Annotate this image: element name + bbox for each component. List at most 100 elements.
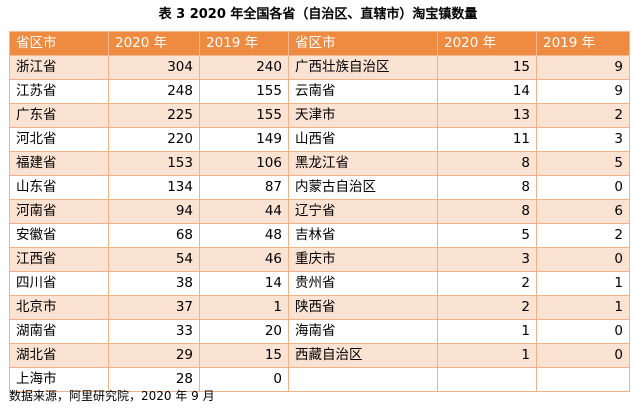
table-row: 湖南省 33 20 海南省 1 0 [9,319,630,344]
value-2020-cell: 1 [437,319,537,344]
province-cell [288,367,438,392]
province-cell: 重庆市 [288,247,438,272]
value-2020-cell: 153 [108,151,200,176]
value-2020-cell: 2 [437,295,537,320]
value-2020-cell: 14 [437,79,537,104]
value-2019-cell: 2 [536,103,630,128]
province-cell: 吉林省 [288,223,438,248]
value-2019-cell: 87 [199,175,289,200]
value-2019-cell: 155 [199,103,289,128]
province-cell: 江西省 [9,247,109,272]
value-2020-cell: 37 [108,295,200,320]
header-2020: 2020 年 [437,31,537,56]
table-row: 湖北省 29 15 西藏自治区 1 0 [9,343,630,368]
value-2019-cell: 1 [536,295,630,320]
value-2019-cell: 0 [199,367,289,392]
value-2020-cell: 11 [437,127,537,152]
header-province: 省区市 [288,31,438,56]
value-2019-cell: 20 [199,319,289,344]
value-2020-cell: 54 [108,247,200,272]
province-cell: 湖南省 [9,319,109,344]
source-note: 数据来源，阿里研究院，2020 年 9 月 [9,389,215,403]
value-2019-cell: 5 [536,151,630,176]
value-2019-cell: 0 [536,343,630,368]
value-2020-cell: 29 [108,343,200,368]
table-row: 浙江省 304 240 广西壮族自治区 15 9 [9,55,630,80]
province-cell: 黑龙江省 [288,151,438,176]
value-2020-cell: 248 [108,79,200,104]
table-row: 福建省 153 106 黑龙江省 8 5 [9,151,630,176]
table-row: 上海市 28 0 [9,367,630,392]
value-2019-cell: 6 [536,199,630,224]
table-row: 河北省 220 149 山西省 11 3 [9,127,630,152]
province-cell: 云南省 [288,79,438,104]
value-2019-cell: 2 [536,223,630,248]
value-2020-cell: 13 [437,103,537,128]
province-cell: 山东省 [9,175,109,200]
value-2020-cell: 5 [437,223,537,248]
province-cell: 西藏自治区 [288,343,438,368]
value-2020-cell: 8 [437,151,537,176]
value-2020-cell: 94 [108,199,200,224]
table-row: 北京市 37 1 陕西省 2 1 [9,295,630,320]
value-2020-cell: 33 [108,319,200,344]
taobao-town-table: 省区市 2020 年 2019 年 省区市 2020 年 2019 年 浙江省 3… [9,31,630,392]
value-2019-cell: 9 [536,55,630,80]
province-cell: 内蒙古自治区 [288,175,438,200]
value-2019-cell: 0 [536,319,630,344]
value-2019-cell: 155 [199,79,289,104]
table-row: 山东省 134 87 内蒙古自治区 8 0 [9,175,630,200]
value-2019-cell: 1 [536,271,630,296]
value-2019-cell: 44 [199,199,289,224]
value-2019-cell [536,367,630,392]
header-row: 省区市 2020 年 2019 年 省区市 2020 年 2019 年 [9,31,630,56]
table-row: 河南省 94 44 辽宁省 8 6 [9,199,630,224]
province-cell: 河南省 [9,199,109,224]
value-2020-cell: 38 [108,271,200,296]
province-cell: 山西省 [288,127,438,152]
value-2020-cell: 8 [437,199,537,224]
province-cell: 福建省 [9,151,109,176]
value-2019-cell: 15 [199,343,289,368]
value-2020-cell: 1 [437,343,537,368]
table-row: 江苏省 248 155 云南省 14 9 [9,79,630,104]
value-2019-cell: 9 [536,79,630,104]
table-row: 四川省 38 14 贵州省 2 1 [9,271,630,296]
province-cell: 天津市 [288,103,438,128]
province-cell: 四川省 [9,271,109,296]
header-2020: 2020 年 [108,31,200,56]
value-2019-cell: 106 [199,151,289,176]
value-2020-cell: 15 [437,55,537,80]
value-2019-cell: 149 [199,127,289,152]
province-cell: 上海市 [9,367,109,392]
value-2019-cell: 240 [199,55,289,80]
province-cell: 辽宁省 [288,199,438,224]
value-2019-cell: 0 [536,175,630,200]
header-2019: 2019 年 [199,31,289,56]
value-2020-cell: 134 [108,175,200,200]
value-2020-cell: 68 [108,223,200,248]
province-cell: 陕西省 [288,295,438,320]
value-2019-cell: 46 [199,247,289,272]
province-cell: 浙江省 [9,55,109,80]
table-row: 江西省 54 46 重庆市 3 0 [9,247,630,272]
value-2019-cell: 14 [199,271,289,296]
province-cell: 广东省 [9,103,109,128]
value-2019-cell: 3 [536,127,630,152]
province-cell: 江苏省 [9,79,109,104]
province-cell: 贵州省 [288,271,438,296]
province-cell: 海南省 [288,319,438,344]
header-2019: 2019 年 [536,31,630,56]
value-2020-cell: 220 [108,127,200,152]
value-2020-cell: 3 [437,247,537,272]
value-2019-cell: 0 [536,247,630,272]
value-2020-cell [437,367,537,392]
header-province: 省区市 [9,31,109,56]
province-cell: 北京市 [9,295,109,320]
table-row: 广东省 225 155 天津市 13 2 [9,103,630,128]
value-2020-cell: 225 [108,103,200,128]
value-2020-cell: 8 [437,175,537,200]
province-cell: 湖北省 [9,343,109,368]
value-2020-cell: 304 [108,55,200,80]
